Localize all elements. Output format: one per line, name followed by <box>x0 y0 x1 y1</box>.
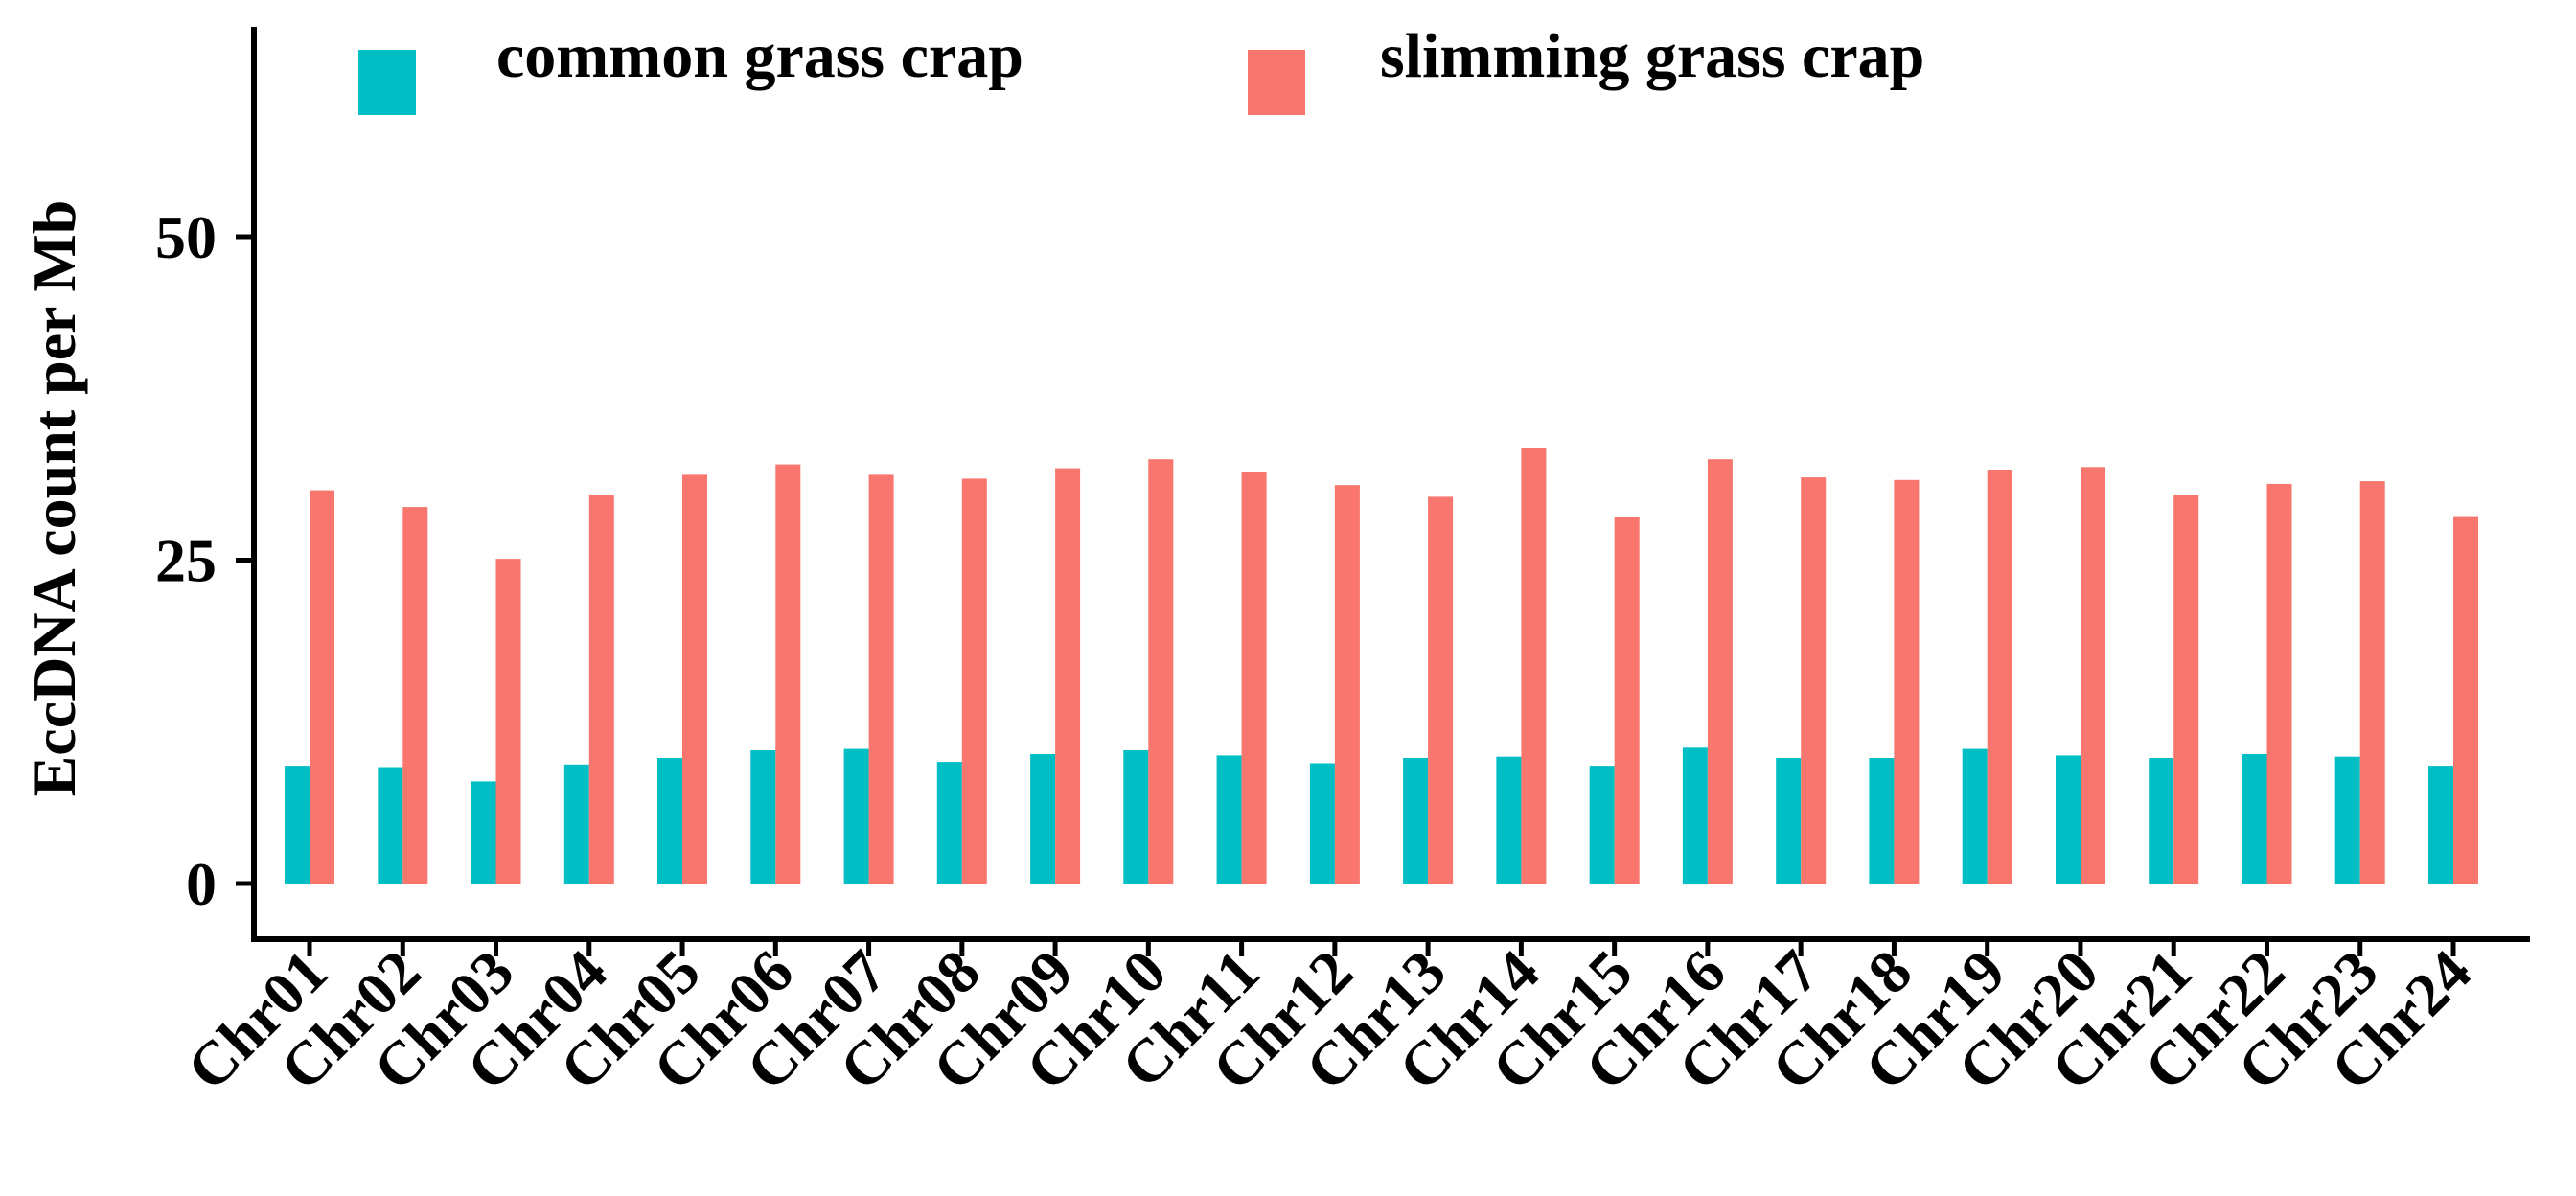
y-tick-label-50: 50 <box>155 203 217 271</box>
axes <box>251 27 2530 942</box>
legend-swatch-slimming <box>1248 50 1305 115</box>
bar-common-chr10 <box>1123 750 1149 884</box>
bar-common-chr16 <box>1682 748 1708 885</box>
bar-slimming-chr21 <box>2174 495 2199 884</box>
bar-common-chr22 <box>2242 754 2267 884</box>
bar-slimming-chr12 <box>1334 485 1360 884</box>
bar-slimming-chr11 <box>1241 472 1267 884</box>
bar-common-chr17 <box>1776 758 1802 884</box>
bar-slimming-chr16 <box>1707 459 1733 884</box>
bar-slimming-chr01 <box>310 490 334 884</box>
bar-slimming-chr02 <box>402 507 428 884</box>
bar-slimming-chr07 <box>868 474 894 884</box>
bar-slimming-chr03 <box>495 559 521 884</box>
legend-swatch-common <box>358 50 416 115</box>
bar-slimming-chr13 <box>1428 496 1454 884</box>
bar-common-chr01 <box>285 766 310 884</box>
bar-common-chr15 <box>1589 766 1615 884</box>
bar-slimming-chr10 <box>1148 459 1174 884</box>
bar-common-chr04 <box>564 764 589 884</box>
bar-common-chr06 <box>750 750 776 884</box>
bar-common-chr03 <box>471 781 496 884</box>
bar-common-chr19 <box>1962 748 1988 884</box>
x-ticks: Chr01Chr02Chr03Chr04Chr05Chr06Chr07Chr08… <box>174 937 2484 1103</box>
bar-slimming-chr23 <box>2359 481 2385 884</box>
bars <box>285 448 2478 885</box>
bar-common-chr23 <box>2334 756 2360 884</box>
bar-common-chr02 <box>378 767 403 884</box>
bar-slimming-chr08 <box>961 478 987 884</box>
legend-label-common: common grass crap <box>496 21 1024 91</box>
bar-common-chr12 <box>1309 763 1335 884</box>
bar-slimming-chr19 <box>1987 470 2012 884</box>
legend: common grass crap slimming grass crap <box>358 21 1924 115</box>
bar-slimming-chr20 <box>2081 467 2105 884</box>
y-ticks: 0 25 50 <box>155 203 254 918</box>
y-tick-label-0: 0 <box>186 850 217 918</box>
bar-common-chr14 <box>1496 756 1522 884</box>
bar-slimming-chr09 <box>1055 468 1081 884</box>
bar-slimming-chr14 <box>1521 448 1547 884</box>
bar-common-chr05 <box>657 758 682 884</box>
bar-slimming-chr24 <box>2453 516 2478 884</box>
y-axis-label: EccDNA count per Mb <box>20 200 88 797</box>
bar-slimming-chr17 <box>1801 477 1827 884</box>
bar-common-chr18 <box>1869 758 1895 884</box>
bar-common-chr07 <box>843 748 869 884</box>
bar-common-chr09 <box>1030 754 1056 884</box>
bar-slimming-chr05 <box>682 474 707 884</box>
bar-slimming-chr18 <box>1894 479 1920 884</box>
bar-slimming-chr22 <box>2266 483 2292 884</box>
bar-slimming-chr15 <box>1614 518 1640 884</box>
bar-common-chr08 <box>936 762 962 884</box>
bar-slimming-chr06 <box>775 464 801 884</box>
bar-common-chr21 <box>2149 758 2174 884</box>
legend-label-slimming: slimming grass crap <box>1380 21 1924 91</box>
bar-common-chr11 <box>1216 755 1242 884</box>
bar-common-chr13 <box>1403 758 1429 884</box>
y-tick-label-25: 25 <box>155 527 217 595</box>
bar-slimming-chr04 <box>588 495 614 884</box>
bar-common-chr20 <box>2056 755 2081 884</box>
bar-common-chr24 <box>2428 766 2453 884</box>
